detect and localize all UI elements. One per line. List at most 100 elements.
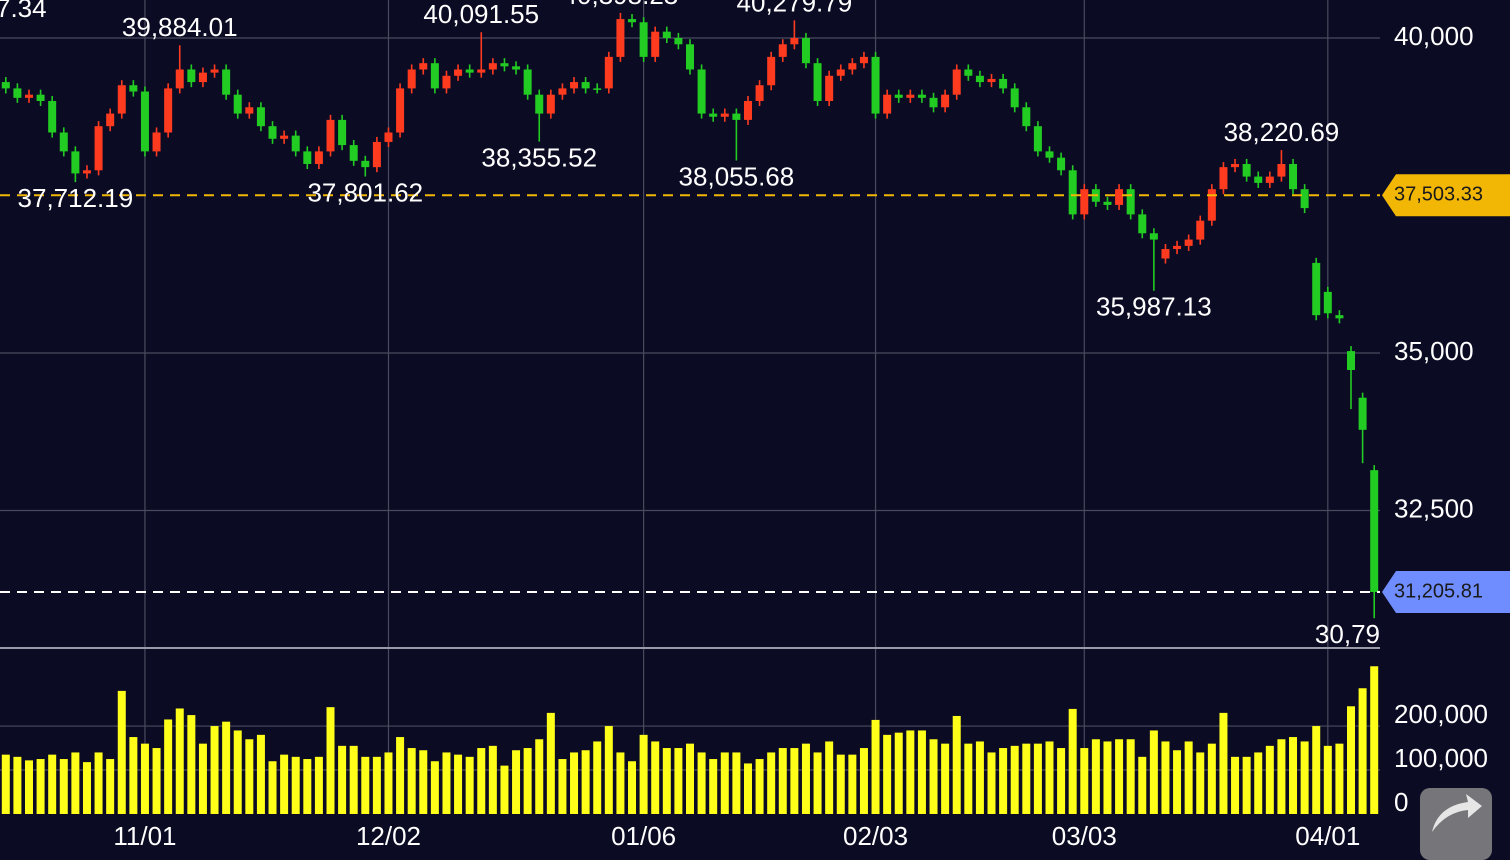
volume-bar [245, 739, 254, 814]
volume-bar [1033, 743, 1042, 814]
candle-body [59, 132, 68, 152]
share-button-bg[interactable] [1420, 788, 1492, 860]
volume-bar [1231, 756, 1240, 814]
candle-body [859, 56, 868, 64]
price-annotation: 37,801.62 [307, 177, 423, 207]
volume-bar [1, 754, 10, 814]
candle-body [1231, 163, 1240, 168]
volume-bar [1161, 741, 1170, 814]
price-badge [1382, 174, 1510, 217]
volume-bar [1370, 666, 1379, 814]
candle-body [349, 145, 358, 161]
volume-bar [894, 732, 903, 814]
volume-bar [859, 748, 868, 814]
candle-body [1184, 239, 1193, 246]
price-badge [1382, 571, 1510, 614]
candle-body [651, 31, 660, 57]
candle-body [175, 69, 184, 89]
candle-body [674, 37, 683, 45]
volume-bar [349, 745, 358, 814]
candle-body [13, 88, 22, 98]
price-annotation: 39,884.01 [122, 12, 238, 42]
x-tick-label: 12/02 [356, 821, 421, 851]
volume-bar [1045, 741, 1054, 814]
candle-body [280, 135, 289, 139]
volume-bar [790, 748, 799, 814]
volume-bar [1289, 737, 1298, 814]
volume-bar [477, 748, 486, 814]
volume-bar [1323, 745, 1332, 814]
volume-bar [152, 748, 161, 814]
candle-body [488, 63, 497, 70]
volume-bar [222, 721, 231, 814]
price-annotation: 37,712.19 [18, 183, 134, 213]
candle-body [1103, 201, 1112, 205]
candle-body [1045, 151, 1054, 158]
volume-bar [303, 759, 312, 814]
volume-bar [82, 762, 91, 814]
x-tick-label: 11/01 [113, 821, 176, 851]
volume-bar [314, 756, 323, 814]
volume-bar [198, 743, 207, 814]
candle-body [836, 69, 845, 76]
volume-bar [1126, 739, 1135, 814]
volume-bar [488, 745, 497, 814]
x-tick-label: 04/01 [1295, 821, 1360, 851]
candle-body [755, 85, 764, 101]
volume-bar [71, 752, 80, 814]
volume-bar [535, 739, 544, 814]
candle-body [964, 69, 973, 76]
y-tick-label: 32,500 [1394, 493, 1474, 523]
candle-body [477, 69, 486, 73]
volume-bar [1022, 743, 1031, 814]
candle-body [593, 88, 602, 90]
volume-bar [1196, 752, 1205, 814]
volume-bar [24, 760, 33, 814]
candle-body [407, 69, 416, 89]
volume-bar [256, 734, 265, 814]
candle-body [372, 141, 381, 168]
volume-bar [338, 745, 347, 814]
volume-bar [1277, 739, 1286, 814]
grid [0, 0, 1380, 814]
candle-body [291, 135, 300, 152]
volume-tick-label: 0 [1394, 787, 1408, 817]
volume-bar [975, 741, 984, 814]
volume-bar [291, 756, 300, 814]
candle-body [894, 94, 903, 98]
candle-body [48, 100, 57, 133]
volume-bar [1057, 748, 1066, 814]
candle-body [1115, 189, 1124, 205]
volume-bar [593, 741, 602, 814]
volume-bar [825, 741, 834, 814]
share-icon[interactable] [1432, 794, 1482, 832]
candle-body [558, 88, 567, 95]
price-annotation: 30,79 [1315, 619, 1380, 649]
candle-body [256, 107, 265, 127]
price-annotation: 38,220.69 [1224, 117, 1340, 147]
candle-body [709, 113, 718, 117]
volume-bar [1219, 712, 1228, 814]
candle-body [697, 69, 706, 114]
candle-body [361, 160, 370, 168]
candle-body [71, 151, 80, 174]
volume-bar [801, 743, 810, 814]
candle-body [1126, 189, 1135, 215]
volume-bar [546, 712, 555, 814]
volume-bar [1149, 730, 1158, 814]
volume-bar [430, 761, 439, 814]
candle-body [1161, 249, 1170, 259]
candle-body [1068, 170, 1077, 215]
volume-bar [94, 752, 103, 814]
candle-body [465, 69, 474, 73]
volume-bar [906, 730, 915, 814]
volume-bar [372, 756, 381, 814]
candle-body [975, 75, 984, 83]
volume-bar [442, 752, 451, 814]
candle-body [546, 94, 555, 114]
price-pane: 37,712.19 39,884.01 37,801.62 40,091.55 38,3… [0, 0, 1380, 649]
share-button[interactable] [1420, 788, 1492, 860]
volume-bar [651, 741, 660, 814]
volume-bar [709, 759, 718, 814]
candle-body [1219, 167, 1228, 190]
